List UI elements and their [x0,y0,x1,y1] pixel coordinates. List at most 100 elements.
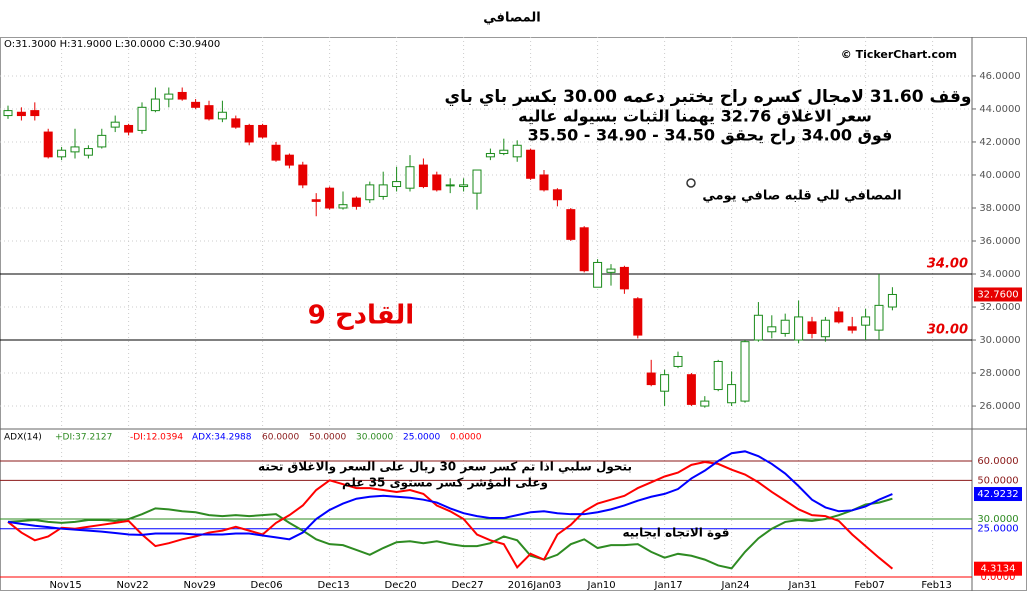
x-tick-label: Nov22 [116,580,148,591]
x-tick-label: 2016Jan03 [508,580,562,591]
candle-body [646,372,656,386]
candle-body [83,148,93,156]
candle-body [887,293,897,308]
candle-body [70,146,80,153]
candle-body [526,149,536,179]
x-tick-label: Jan17 [654,580,683,591]
candle-body [217,111,227,120]
candle-body [740,341,750,402]
y-tick-label: 38.0000 [979,203,1020,214]
candle-body [820,319,830,338]
panel-header: ADX(14) [4,433,42,443]
candle-body [392,181,402,188]
indicator-line [7,497,893,570]
candle-body [164,93,174,100]
candle-body [727,384,737,404]
candle-body [874,304,884,331]
header-level: 30.0000 [356,433,393,443]
candle-body [191,101,201,108]
legend-entry: +DI:37.2127 [55,433,112,443]
candle-body [298,164,308,186]
marker-circle [686,178,696,188]
candle-body [378,184,388,197]
annotation: وعلى المؤشر كسر مستوى 35 علم [342,476,548,491]
candle-body [700,400,710,407]
candle-body [30,110,40,117]
x-tick-label: Jan10 [587,580,616,591]
candle-body [459,184,469,188]
candle-body [633,298,643,336]
x-tick-label: Jan24 [721,580,750,591]
candle-body [124,124,134,133]
last-value-label: 42.9232 [977,489,1018,500]
x-tick-label: Jan31 [788,580,817,591]
y-tick-label: 40.0000 [979,170,1020,181]
annotation: سعر الاغلاق 32.76 يهمنا الثبات بسيوله عا… [518,107,872,126]
indicator-line [7,450,893,541]
candle-body [284,154,294,166]
candle-body [767,326,777,333]
candle-body [16,111,26,117]
candle-body [566,209,576,240]
level-label: 0.0000 [981,572,1016,583]
candle-body [177,91,187,100]
price-marker-label: 32.7600 [977,289,1018,300]
level-label: 34.00 [927,257,968,272]
candle-body [365,184,375,201]
candle-body [43,131,53,158]
candle-body [807,321,817,334]
annotation: المصافي للي قلبه صافي يومي [702,189,901,204]
x-tick-label: Dec20 [385,580,417,591]
candle-body [97,134,107,148]
legend-entry: -DI:12.0394 [130,433,183,443]
candle-body [445,184,455,187]
candle-body [512,144,522,158]
y-tick-label: 30.0000 [979,335,1020,346]
y-tick-label: 36.0000 [979,236,1020,247]
candle-body [499,149,509,155]
level-label: 60.0000 [977,456,1018,467]
y-tick-label: 44.0000 [979,104,1020,115]
legend-entry: ADX:34.2988 [192,433,252,443]
candle-body [3,110,13,117]
candle-body [244,124,254,143]
last-value-label: 4.3134 [981,564,1016,575]
candle-body [686,374,696,405]
candle-body [204,105,214,120]
x-tick-label: Nov15 [49,580,81,591]
last-value-box [974,487,1022,502]
header-level: 0.0000 [450,433,482,443]
x-tick-label: Feb13 [921,580,951,591]
annotation: قوة الاتجاه ايجابيه [622,526,729,541]
candle-body [794,316,804,341]
candle-body [753,314,763,341]
indicator-line [7,460,894,570]
price-marker [974,287,1022,302]
candle-body [579,227,589,272]
y-tick-label: 32.0000 [979,302,1020,313]
level-label: 30.0000 [977,514,1018,525]
y-tick-label: 34.0000 [979,269,1020,280]
candle-body [673,356,683,367]
header-level: 25.0000 [403,433,440,443]
candle-body [660,374,670,392]
candle-body [137,106,147,131]
y-tick-label: 26.0000 [979,401,1020,412]
candle-body [351,197,361,207]
header-level: 60.0000 [262,433,299,443]
candle-body [325,187,335,209]
candle-body [847,326,857,331]
level-label: 50.0000 [977,475,1018,486]
x-tick-label: Dec13 [318,580,350,591]
x-tick-label: Nov29 [183,580,215,591]
y-tick-label: 42.0000 [979,137,1020,148]
x-tick-label: Dec06 [251,580,283,591]
candle-body [834,311,844,323]
chart-title: المصافي [483,11,540,26]
candle-body [110,121,120,128]
candle-body [271,144,281,161]
candle-body [593,261,603,288]
annotation: فوق 34.00 راح يحقق 34.50 - 34.90 - 35.50 [528,126,893,145]
candle-body [150,98,160,112]
